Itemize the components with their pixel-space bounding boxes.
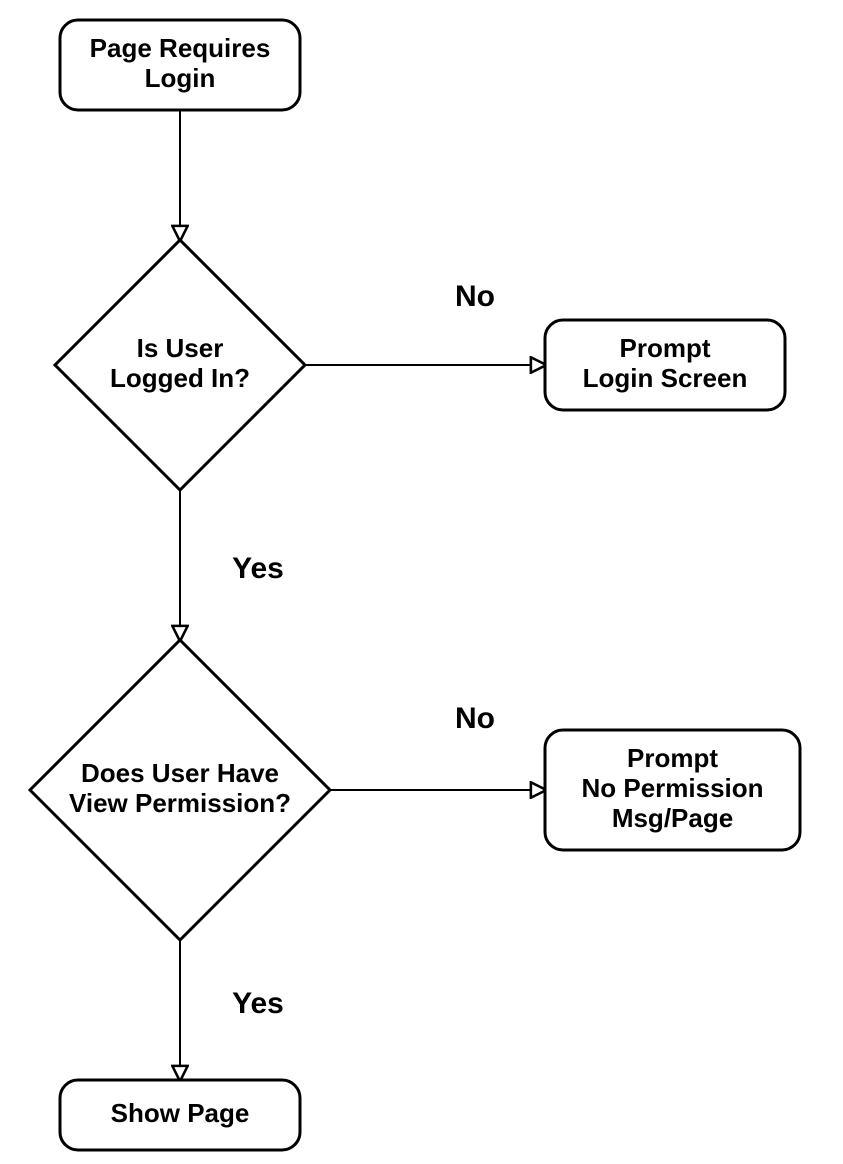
edge-label-e4: No	[455, 702, 495, 735]
node-label-d_perm-line0: Does User Have	[81, 758, 279, 788]
node-label-p_noperm-line2: Msg/Page	[612, 803, 733, 833]
node-start: Page RequiresLogin	[60, 20, 300, 110]
edge-label-e5: Yes	[232, 987, 284, 1020]
node-label-p_login-line1: Login Screen	[583, 363, 748, 393]
nodes-layer: Page RequiresLogin Is UserLogged In? Promp…	[30, 20, 800, 1150]
node-p_noperm: PromptNo PermissionMsg/Page	[545, 730, 800, 850]
node-label-p_login-line0: Prompt	[620, 333, 711, 363]
node-label-d_login-line1: Logged In?	[110, 363, 250, 393]
edge-label-e2: No	[455, 280, 495, 313]
node-label-start-line0: Page Requires	[90, 33, 271, 63]
node-label-p_noperm-line0: Prompt	[627, 743, 718, 773]
node-label-show-line0: Show Page	[111, 1098, 250, 1128]
node-d_login: Is UserLogged In?	[55, 240, 305, 490]
edges-layer: No Yes No Yes	[180, 110, 545, 1080]
edge-label-e3: Yes	[232, 552, 284, 585]
node-label-d_perm-line1: View Permission?	[69, 788, 291, 818]
node-d_perm: Does User HaveView Permission?	[30, 640, 330, 940]
node-label-d_login-line0: Is User	[137, 333, 224, 363]
node-p_login: PromptLogin Screen	[545, 320, 785, 410]
node-show: Show Page	[60, 1080, 300, 1150]
flowchart-canvas: No Yes No Yes Page RequiresLogin Is UserLogge…	[0, 0, 843, 1164]
node-label-start-line1: Login	[145, 63, 216, 93]
node-label-p_noperm-line1: No Permission	[581, 773, 763, 803]
